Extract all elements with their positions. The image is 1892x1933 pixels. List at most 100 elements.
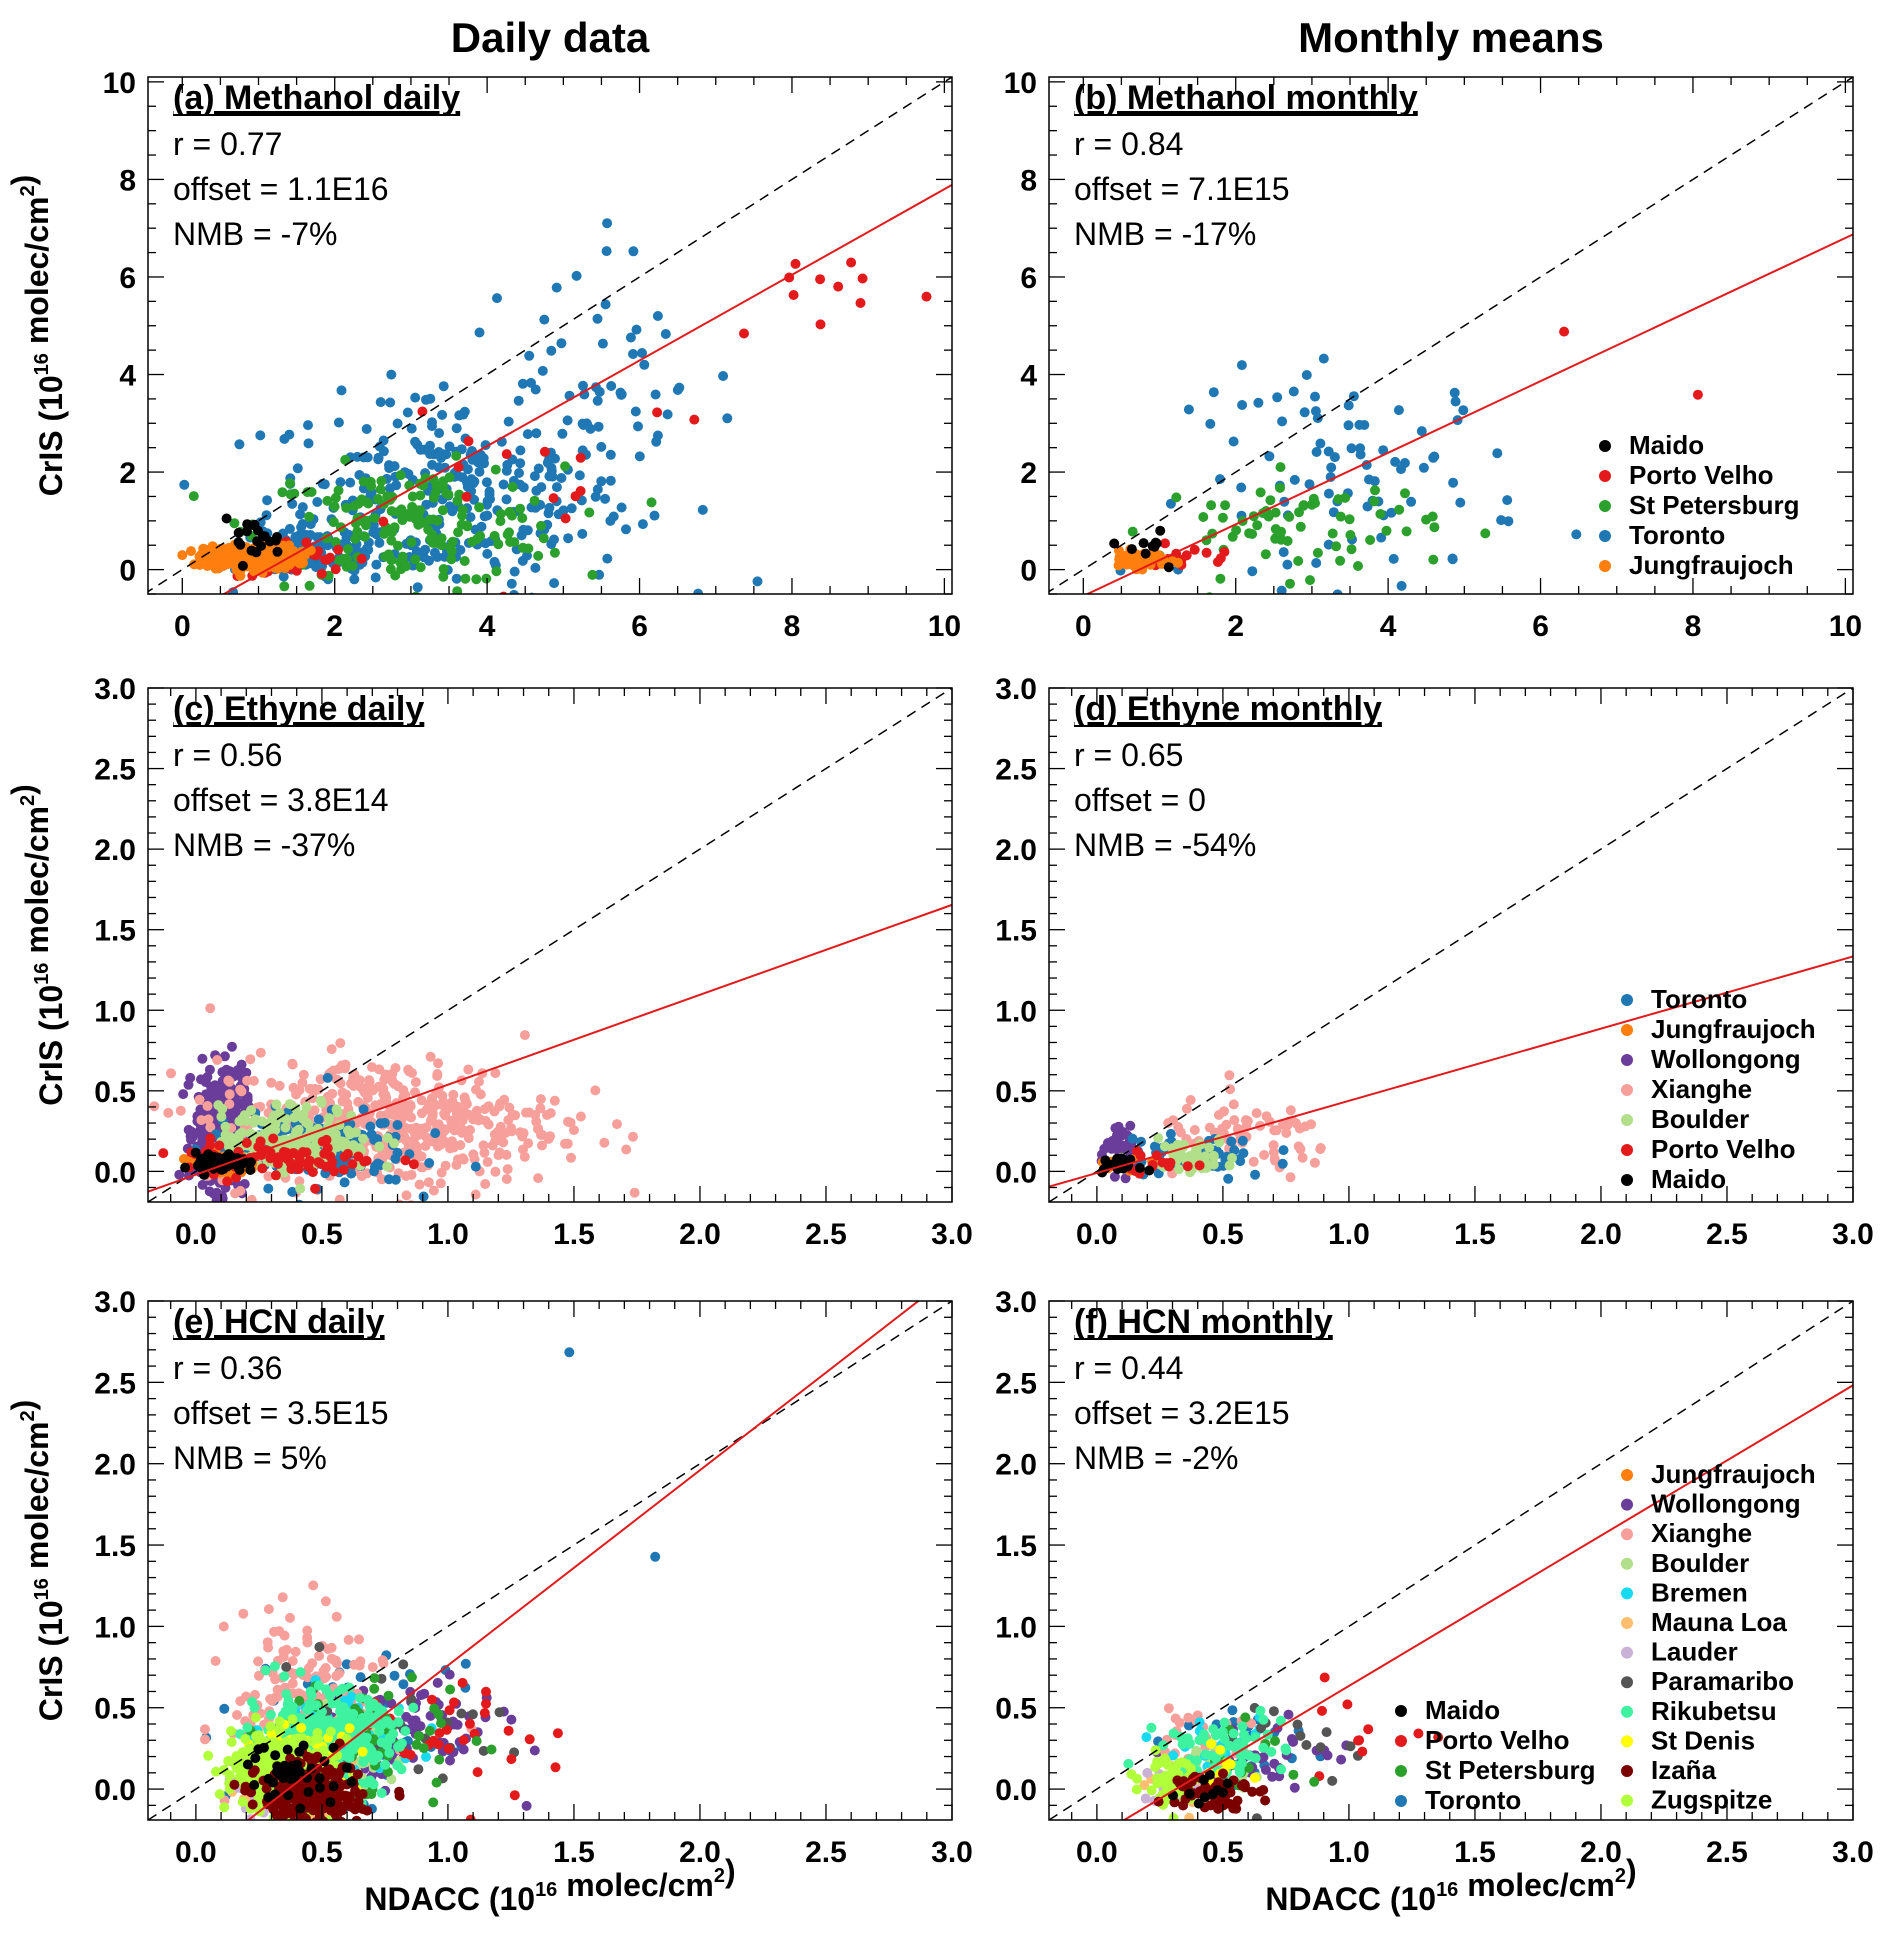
y-tick-label: 1.0 — [995, 995, 1037, 1028]
data-point — [256, 540, 267, 551]
y-tick-label: 6 — [119, 262, 136, 295]
data-point — [226, 1726, 236, 1736]
data-point — [305, 1686, 316, 1697]
stat-text: r = 0.56 — [173, 737, 282, 773]
panel-d: 0.0 0.5 1.0 1.5 2.0 2.5 3.00.00.51.01.52.02.53… — [995, 673, 1874, 1251]
data-point — [375, 1099, 386, 1109]
data-point — [386, 369, 397, 380]
data-point — [438, 571, 449, 582]
data-point — [395, 1199, 404, 1202]
data-point — [257, 1163, 268, 1174]
one-to-one-line — [148, 688, 952, 1202]
data-point — [1174, 1164, 1184, 1175]
data-point — [625, 332, 636, 343]
data-point — [349, 604, 359, 614]
data-point — [428, 1136, 438, 1147]
legend-marker — [1599, 560, 1611, 572]
data-point — [517, 542, 528, 553]
data-point — [389, 1138, 400, 1149]
data-point — [465, 512, 476, 523]
data-point — [285, 1612, 295, 1623]
data-point — [451, 450, 462, 461]
data-point — [190, 1147, 201, 1158]
data-point — [419, 444, 430, 455]
data-point — [1160, 538, 1170, 549]
data-point — [163, 1107, 174, 1118]
data-point — [1315, 1143, 1326, 1153]
data-point — [281, 1689, 292, 1700]
data-point — [459, 1092, 470, 1103]
data-point — [1223, 1173, 1234, 1184]
data-point — [1214, 1137, 1225, 1148]
data-point — [421, 1751, 431, 1762]
data-point — [197, 1053, 208, 1064]
legend-label: Jungfraujoch — [1629, 550, 1794, 580]
data-point — [1312, 413, 1323, 424]
data-point — [1140, 548, 1151, 559]
data-point — [427, 1111, 438, 1122]
data-point — [1308, 493, 1319, 504]
legend-marker — [1621, 994, 1633, 1006]
data-point — [1251, 1108, 1262, 1119]
data-point — [563, 1116, 573, 1127]
data-point — [219, 1703, 230, 1714]
data-point — [400, 1155, 411, 1166]
data-point — [374, 1726, 385, 1737]
data-point — [285, 478, 295, 489]
data-point — [279, 1671, 290, 1682]
data-point — [253, 1656, 264, 1667]
data-point — [423, 1177, 434, 1188]
data-point — [389, 1079, 400, 1090]
data-point — [198, 1160, 208, 1171]
data-point — [1335, 511, 1346, 522]
data-point — [485, 494, 495, 505]
data-point — [406, 1169, 417, 1180]
data-point — [304, 1155, 315, 1166]
data-point — [538, 533, 549, 544]
data-point — [697, 504, 708, 515]
data-point — [376, 1788, 387, 1799]
data-point — [544, 502, 555, 513]
data-point — [621, 1144, 632, 1155]
data-point — [1386, 507, 1397, 518]
data-point — [366, 1129, 377, 1140]
data-point — [469, 1154, 480, 1165]
data-point — [273, 1155, 284, 1166]
data-point — [495, 508, 506, 519]
legend-label: Boulder — [1651, 1104, 1749, 1134]
data-point — [185, 1072, 196, 1083]
data-point — [433, 1739, 444, 1750]
data-point — [355, 1692, 366, 1703]
data-point — [1318, 353, 1329, 364]
data-point — [307, 1167, 318, 1178]
data-point — [452, 1719, 463, 1730]
data-point — [188, 491, 199, 502]
data-point — [126, 435, 136, 445]
data-point — [531, 1116, 542, 1127]
data-point — [219, 1051, 230, 1062]
data-point — [338, 1164, 349, 1175]
data-point — [1259, 1150, 1270, 1160]
data-point — [386, 1698, 397, 1709]
data-point — [566, 503, 577, 514]
data-point — [602, 553, 613, 564]
data-point — [371, 529, 382, 540]
data-point — [234, 439, 245, 450]
data-point — [411, 591, 421, 594]
data-point — [1200, 1151, 1211, 1162]
data-point — [593, 421, 604, 432]
data-point — [429, 547, 440, 558]
data-point — [179, 479, 190, 490]
data-point — [277, 487, 288, 498]
data-point — [396, 1738, 407, 1749]
stat-text: offset = 3.8E14 — [173, 782, 389, 818]
axis-label-part: 2 — [17, 795, 39, 806]
data-point — [1492, 448, 1503, 459]
data-point — [370, 572, 381, 583]
data-point — [531, 428, 542, 439]
data-point — [517, 513, 528, 524]
data-point — [612, 1119, 622, 1130]
data-point — [1354, 419, 1365, 430]
data-point — [491, 566, 502, 577]
